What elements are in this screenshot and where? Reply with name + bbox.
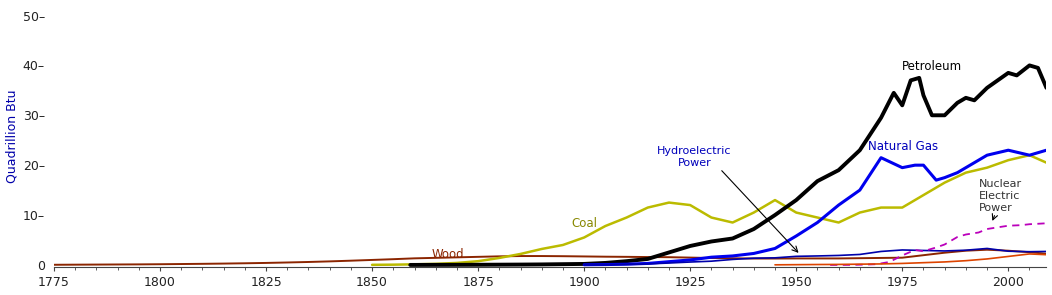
Text: Hydroelectric
Power: Hydroelectric Power <box>658 146 732 168</box>
Y-axis label: Quadrillion Btu: Quadrillion Btu <box>5 90 19 183</box>
Text: Natural Gas: Natural Gas <box>868 140 938 153</box>
Text: Wood: Wood <box>431 248 464 261</box>
Text: Coal: Coal <box>571 217 598 230</box>
Text: Petroleum: Petroleum <box>903 60 963 73</box>
Text: Nuclear
Electric
Power: Nuclear Electric Power <box>978 179 1021 213</box>
